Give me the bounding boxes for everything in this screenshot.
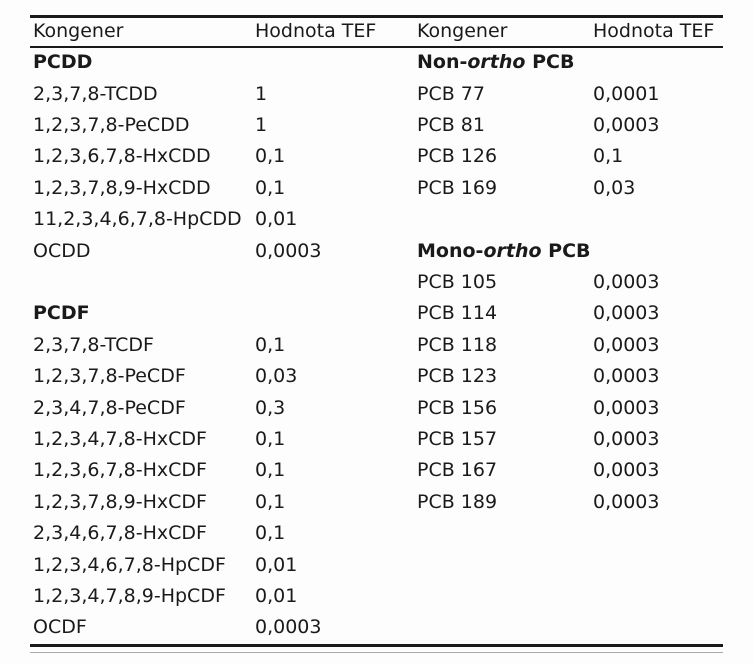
congener-cell: 2,3,7,8-TCDF (33, 333, 154, 356)
tef-value-cell: 0,1 (593, 145, 624, 168)
congener-cell: 1,2,3,7,8,9-HxCDD (33, 176, 211, 199)
section-title-part: Mono- (417, 239, 484, 262)
tef-value-cell: 0,0003 (593, 302, 660, 325)
tef-value-cell: 0,0003 (593, 396, 660, 419)
table-row: 1,2,3,4,7,8-HxCDF 0,1 PCB 157 0,0003 (30, 424, 723, 455)
congener-cell: 2,3,4,7,8-PeCDF (33, 396, 186, 419)
tef-value-cell: 0,0003 (593, 427, 660, 450)
tef-value-cell: 0,1 (255, 333, 286, 356)
table-row: PCDD Non-ortho PCB (30, 47, 723, 78)
tef-value-cell: 1 (255, 82, 268, 105)
congener-cell: 11,2,3,4,6,7,8-HpCDD (33, 208, 242, 231)
congener-cell: PCB 157 (417, 427, 498, 450)
tef-value-cell: 0,01 (255, 584, 298, 607)
congener-cell: 2,3,4,6,7,8-HxCDF (33, 522, 207, 545)
tef-value-cell: 0,01 (255, 208, 298, 231)
section-header-cell: Mono-ortho PCB (417, 236, 593, 267)
congener-cell: PCB 123 (417, 365, 498, 388)
tef-value-cell: 0,0003 (593, 459, 660, 482)
section-title-part: PCB (541, 239, 591, 262)
table-row: 1,2,3,7,8,9-HxCDD 0,1 PCB 169 0,03 (30, 173, 723, 204)
tef-value-cell: 0,03 (255, 365, 298, 388)
tef-value-cell: 0,0001 (593, 82, 660, 105)
section-header-cell: PCDF (33, 302, 90, 325)
column-header-tef-left: Hodnota TEF (255, 20, 377, 42)
tef-value-cell: 0,01 (255, 553, 298, 576)
section-header-cell: Non-ortho PCB (417, 47, 593, 78)
table-row: 11,2,3,4,6,7,8-HpCDD 0,01 (30, 204, 723, 235)
table-bottom-border-shadow (30, 651, 723, 653)
header-underline (30, 45, 723, 48)
table-row: 1,2,3,7,8-PeCDD 1 PCB 81 0,0003 (30, 110, 723, 141)
table-row: 1,2,3,7,8,9-HxCDF 0,1 PCB 189 0,0003 (30, 487, 723, 518)
tef-value-cell: 0,1 (255, 145, 286, 168)
congener-cell: OCDF (33, 616, 87, 639)
tef-value-cell: 0,0003 (593, 333, 660, 356)
table-row: OCDD 0,0003 Mono-ortho PCB (30, 236, 723, 267)
tef-value-cell: 0,1 (255, 459, 286, 482)
tef-value-cell: 0,1 (255, 490, 286, 513)
congener-cell: PCB 167 (417, 459, 498, 482)
table-row: PCB 105 0,0003 (30, 267, 723, 298)
table-row: 2,3,4,7,8-PeCDF 0,3 PCB 156 0,0003 (30, 393, 723, 424)
tef-value-cell: 1 (255, 114, 268, 137)
tef-value-cell: 0,03 (593, 176, 636, 199)
table-row: 2,3,7,8-TCDF 0,1 PCB 118 0,0003 (30, 330, 723, 361)
table-row: 1,2,3,6,7,8-HxCDD 0,1 PCB 126 0,1 (30, 141, 723, 172)
congener-cell: PCB 189 (417, 490, 498, 513)
column-header-tef-right: Hodnota TEF (593, 20, 715, 42)
tef-value-cell: 0,1 (255, 522, 286, 545)
congener-cell: PCB 156 (417, 396, 498, 419)
tef-value-cell: 0,0003 (593, 490, 660, 513)
tef-value-cell: 0,0003 (593, 114, 660, 137)
congener-cell: PCB 77 (417, 82, 485, 105)
tef-value-cell: 0,0003 (593, 365, 660, 388)
table-row: 1,2,3,6,7,8-HxCDF 0,1 PCB 167 0,0003 (30, 455, 723, 486)
congener-cell: PCB 169 (417, 176, 498, 199)
table-row: OCDF 0,0003 (30, 612, 723, 643)
congener-cell: 1,2,3,6,7,8-HxCDD (33, 145, 211, 168)
table-top-border (30, 15, 723, 18)
table-row: PCDF PCB 114 0,0003 (30, 298, 723, 329)
tef-value-cell: 0,0003 (255, 239, 322, 262)
tef-value-cell: 0,0003 (255, 616, 322, 639)
table-row: 1,2,3,7,8-PeCDF 0,03 PCB 123 0,0003 (30, 361, 723, 392)
tef-value-cell: 0,1 (255, 176, 286, 199)
congener-cell: 1,2,3,4,6,7,8-HpCDF (33, 553, 226, 576)
section-title-part: ortho (483, 239, 542, 262)
tef-value-cell: 0,3 (255, 396, 286, 419)
table-row: 1,2,3,4,7,8,9-HpCDF 0,01 (30, 581, 723, 612)
table-row: 2,3,7,8-TCDD 1 PCB 77 0,0001 (30, 79, 723, 110)
congener-cell: 1,2,3,7,8-PeCDD (33, 114, 190, 137)
congener-cell: 1,2,3,4,7,8,9-HpCDF (33, 584, 226, 607)
congener-cell: PCB 105 (417, 271, 498, 294)
column-header-kongener-right: Kongener (417, 20, 508, 42)
column-header-kongener-left: Kongener (33, 20, 124, 42)
section-header-cell: PCDD (33, 51, 93, 74)
congener-cell: 1,2,3,7,8-PeCDF (33, 365, 186, 388)
congener-cell: PCB 114 (417, 302, 498, 325)
congener-cell: PCB 118 (417, 333, 498, 356)
table-row: 1,2,3,4,6,7,8-HpCDF 0,01 (30, 550, 723, 581)
congener-cell: 1,2,3,6,7,8-HxCDF (33, 459, 207, 482)
congener-cell: PCB 126 (417, 145, 498, 168)
section-title-part: ortho (467, 51, 526, 74)
table-row: 2,3,4,6,7,8-HxCDF 0,1 (30, 518, 723, 549)
congener-cell: PCB 81 (417, 114, 485, 137)
table-header-row: Kongener Hodnota TEF Kongener Hodnota TE… (30, 18, 723, 45)
congener-cell: 2,3,7,8-TCDD (33, 82, 158, 105)
congener-cell: 1,2,3,7,8,9-HxCDF (33, 490, 207, 513)
table-body: PCDD Non-ortho PCB 2,3,7,8-TCDD 1 PCB 77 0,00… (30, 47, 723, 643)
table-bottom-border (30, 644, 723, 647)
section-title-part: Non- (417, 51, 468, 74)
tef-value-cell: 0,1 (255, 427, 286, 450)
tef-value-cell: 0,0003 (593, 271, 660, 294)
congener-cell: 1,2,3,4,7,8-HxCDF (33, 427, 207, 450)
section-title-part: PCB (525, 51, 575, 74)
congener-cell: OCDD (33, 239, 91, 262)
